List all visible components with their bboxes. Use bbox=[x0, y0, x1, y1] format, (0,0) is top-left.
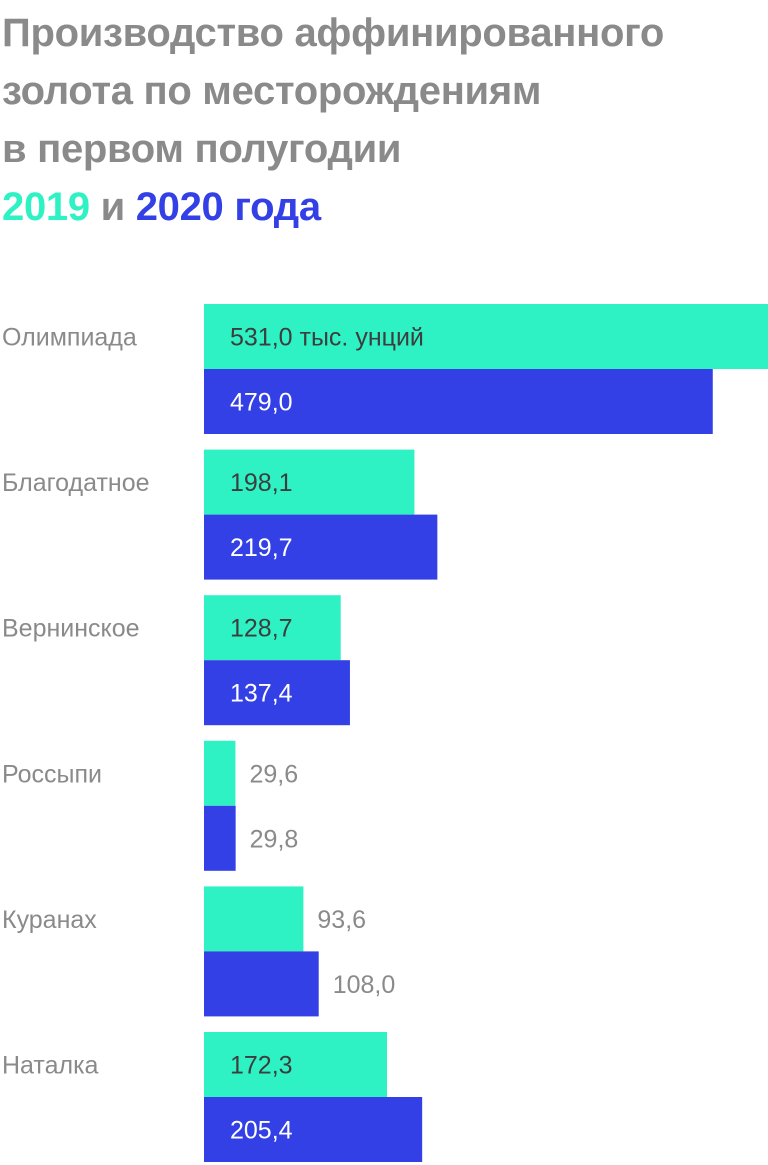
bar-2020 bbox=[204, 660, 350, 726]
bar-2020 bbox=[204, 805, 236, 871]
legend-2020: 2020 года bbox=[135, 185, 321, 229]
bar-2020 bbox=[204, 1097, 423, 1162]
bar-2019 bbox=[204, 1032, 388, 1097]
legend-2019: 2019 bbox=[2, 185, 90, 229]
data-label-2020: 205,4 bbox=[230, 1117, 293, 1145]
category-label: Россыпи bbox=[2, 760, 102, 788]
category-label: Олимпиада bbox=[2, 324, 137, 352]
bar-2019 bbox=[204, 595, 341, 661]
data-label-2019: 531,0 тыс. унций bbox=[230, 324, 424, 352]
data-label-2019: 198,1 bbox=[230, 469, 293, 497]
bar-2019 bbox=[204, 740, 236, 806]
data-label-2020: 479,0 bbox=[230, 389, 293, 417]
bar-2020 bbox=[204, 951, 319, 1017]
legend-conjunction: и bbox=[89, 185, 136, 229]
bar-2020 bbox=[204, 514, 438, 580]
title-line-3: в первом полугодии bbox=[2, 127, 402, 171]
data-label-2020: 108,0 bbox=[333, 971, 396, 999]
category-label: Куранах bbox=[2, 906, 97, 934]
data-label-2019: 29,6 bbox=[249, 760, 298, 788]
data-label-2019: 93,6 bbox=[317, 906, 366, 934]
chart-title: Производство аффинированного золота по м… bbox=[2, 4, 766, 236]
data-label-2020: 219,7 bbox=[230, 534, 293, 562]
bar-2020 bbox=[204, 369, 713, 434]
category-label: Вернинское bbox=[2, 615, 140, 643]
data-label-2019: 128,7 bbox=[230, 615, 293, 643]
data-label-2020: 29,8 bbox=[250, 825, 299, 853]
title-line-1: Производство аффинированного bbox=[2, 11, 665, 55]
data-label-2019: 172,3 bbox=[230, 1052, 293, 1080]
category-label: Благодатное bbox=[2, 469, 150, 497]
bar-2019 bbox=[204, 304, 768, 369]
title-line-4: 2019 и 2020 года bbox=[2, 178, 766, 236]
bar-2019 bbox=[204, 449, 415, 515]
data-label-2020: 137,4 bbox=[230, 680, 293, 708]
title-line-2: золота по месторождениям bbox=[2, 69, 542, 113]
bar-2019 bbox=[204, 886, 304, 952]
category-label: Наталка bbox=[2, 1052, 99, 1080]
